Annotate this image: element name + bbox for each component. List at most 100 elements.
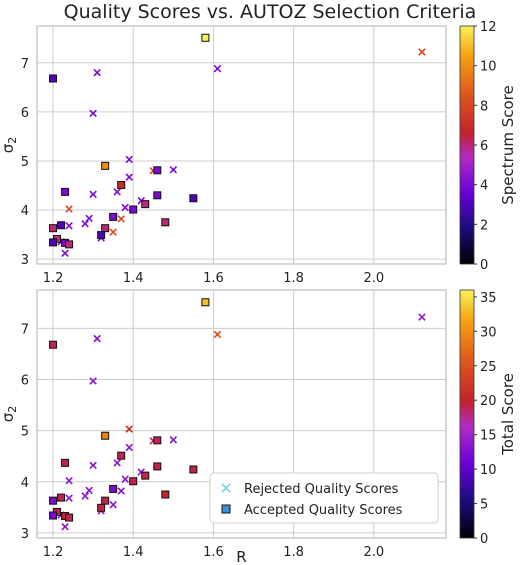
panel1-ylabel: σ2 (0, 137, 19, 154)
panel1-rejected-point-0 (418, 48, 426, 56)
panel1-ytick-2: 5 (21, 155, 29, 170)
panel2-accepted-point-15 (97, 503, 106, 512)
panel1-xtick-2: 1.6 (203, 271, 224, 286)
panel1-rejected-point-11 (121, 203, 129, 212)
panel2-ytick-1: 4 (21, 476, 29, 491)
panel2-colorbar (459, 289, 475, 539)
panel1-rejected-point-15 (81, 219, 89, 228)
panel1-accepted-point-14 (101, 224, 110, 233)
panel1-rejected-point-6 (169, 166, 178, 174)
panel1-cbtick-1: 2 (480, 218, 488, 233)
panel2-rejected-point-3 (89, 377, 97, 385)
panel2-cbtick-4: 20 (480, 394, 497, 409)
panel2-cbtick-0: 0 (480, 532, 488, 547)
panel1-accepted-point-15 (97, 231, 106, 240)
panel2-accepted-point-0 (201, 298, 210, 307)
panel2-accepted-point-2 (101, 431, 110, 440)
panel2-rejected-point-12 (65, 476, 73, 485)
panel1-rejected-point-17 (109, 228, 117, 236)
panel2-accepted-point-14 (101, 496, 110, 505)
panel2-xtick-3: 1.8 (283, 545, 304, 560)
panel2-ytick-2: 5 (21, 425, 29, 440)
panel1-accepted-point-4 (117, 180, 126, 189)
panel1-cbtick-5: 10 (480, 60, 497, 75)
panel2-xlabel: R (236, 548, 246, 565)
panel1-accepted-point-6 (153, 191, 162, 200)
panel1-accepted-point-11 (161, 218, 170, 227)
panel1-cbtick-3: 6 (480, 139, 488, 154)
panel2-ylabel: σ2 (0, 406, 19, 423)
panel1-accepted-point-2 (101, 161, 110, 170)
panel2-rejected-point-20 (61, 522, 69, 531)
panel1-cbtick-6: 12 (480, 20, 497, 35)
panel1-rejected-point-9 (113, 188, 121, 196)
panel1-ytick-4: 7 (21, 57, 29, 72)
panel1-rejected-point-13 (85, 214, 93, 223)
panel1-rejected-point-16 (65, 221, 73, 230)
panel2-accepted-point-9 (129, 477, 138, 486)
panel2-colorbar-label: Total Score (499, 373, 517, 456)
panel1-rejected-point-4 (125, 155, 133, 164)
panel1-colorbar-label: Spectrum Score (499, 85, 517, 204)
legend-rejected-marker (221, 483, 231, 493)
panel2-rejected-point-13 (85, 486, 93, 495)
panel1-rejected-point-3 (89, 109, 97, 118)
panel2-accepted-point-6 (153, 462, 162, 471)
panel1-xtick-1: 1.4 (123, 271, 144, 286)
legend-accepted-marker (221, 504, 231, 514)
panel1-axes (36, 25, 447, 265)
panel2-ytick-3: 6 (21, 373, 29, 388)
panel2-rejected-point-7 (125, 443, 133, 452)
panel2-xtick-1: 1.4 (123, 545, 144, 560)
panel1-accepted-point-17 (49, 238, 58, 247)
panel2-accepted-point-12 (57, 493, 66, 502)
panel2-xtick-4: 2.0 (363, 545, 384, 560)
panel1-xtick-3: 1.8 (283, 271, 304, 286)
panel1-rejected-point-20 (61, 249, 69, 257)
panel1-accepted-point-0 (201, 33, 210, 42)
panel2-rejected-point-9 (113, 459, 121, 467)
legend-rejected-label: Rejected Quality Scores (244, 482, 399, 497)
panel2-accepted-point-1 (49, 340, 58, 349)
panel2-accepted-point-7 (189, 465, 198, 474)
panel1-rejected-point-1 (213, 64, 222, 73)
panel1-rejected-point-8 (89, 190, 97, 199)
panel2-ytick-4: 7 (21, 322, 29, 337)
panel2-accepted-point-13 (49, 496, 58, 505)
legend (209, 472, 439, 524)
panel1-accepted-point-13 (49, 224, 58, 233)
panel1-accepted-point-3 (153, 166, 162, 175)
panel2-rejected-point-17 (109, 500, 117, 509)
panel1-accepted-point-8 (141, 200, 150, 209)
panel2-accepted-point-19 (65, 513, 74, 522)
panel2-accepted-point-5 (61, 458, 70, 467)
panel2-rejected-point-8 (89, 461, 97, 470)
panel1-accepted-point-12 (57, 221, 66, 230)
panel1-accepted-point-1 (49, 74, 58, 83)
panel2-ytick-0: 3 (21, 527, 29, 542)
panel2-accepted-point-17 (49, 511, 58, 520)
panel1-cbtick-4: 8 (480, 99, 488, 114)
panel2-cbtick-2: 10 (480, 463, 497, 478)
panel2-rejected-point-16 (65, 494, 73, 502)
panel2-xtick-0: 1.2 (43, 545, 64, 560)
panel1-xtick-4: 2.0 (363, 271, 384, 286)
panel1-accepted-point-5 (61, 187, 70, 196)
panel1-xtick-0: 1.2 (43, 271, 64, 286)
panel2-accepted-point-11 (161, 490, 170, 499)
panel2-accepted-point-8 (141, 471, 150, 480)
panel2-rejected-point-14 (117, 487, 125, 495)
panel1-rejected-point-2 (93, 68, 101, 77)
panel1-accepted-point-7 (189, 194, 198, 203)
legend-accepted-label: Accepted Quality Scores (244, 503, 403, 518)
panel2-rejected-point-4 (125, 425, 133, 433)
panel1-rejected-point-12 (65, 205, 73, 213)
panel1-cbtick-0: 0 (480, 258, 488, 273)
panel2-rejected-point-2 (93, 334, 101, 343)
panel2-accepted-point-10 (109, 484, 118, 493)
panel1-rejected-point-7 (125, 173, 133, 181)
panel1-ytick-1: 4 (21, 204, 29, 219)
panel2-cbtick-7: 35 (480, 291, 497, 306)
panel2-rejected-point-15 (81, 492, 89, 500)
panel1-ytick-0: 3 (21, 253, 29, 268)
